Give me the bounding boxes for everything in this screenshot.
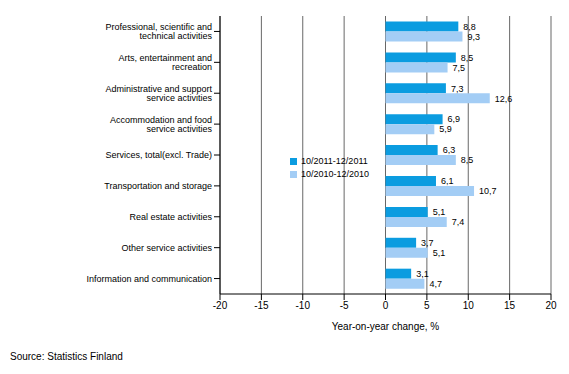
svg-text:-5: -5 [340,300,349,311]
svg-text:Arts, entertainment andrecreat: Arts, entertainment andrecreation [118,53,212,72]
svg-text:Information and communication: Information and communication [86,274,212,284]
svg-text:4,7: 4,7 [429,279,442,289]
svg-text:7,5: 7,5 [453,63,466,73]
svg-text:Year-on-year change, %: Year-on-year change, % [332,321,440,332]
svg-text:3,7: 3,7 [421,238,434,248]
svg-text:Services, total(excl. Trade): Services, total(excl. Trade) [105,150,212,160]
svg-text:6,1: 6,1 [441,176,454,186]
svg-text:15: 15 [504,300,516,311]
html-text:10/2010-12/2010: 10/2010-12/2010 [301,169,370,179]
svg-text:9,3: 9,3 [467,32,480,42]
svg-text:0: 0 [383,300,389,311]
svg-text:5,1: 5,1 [433,207,446,217]
svg-text:10,7: 10,7 [479,186,497,196]
svg-text:5,1: 5,1 [433,248,446,258]
svg-text:-20: -20 [213,300,228,311]
svg-text:Real estate activities: Real estate activities [129,212,212,222]
svg-text:20: 20 [545,300,557,311]
svg-text:8,5: 8,5 [461,53,474,63]
svg-text:12,6: 12,6 [495,94,513,104]
svg-text:-15: -15 [254,300,269,311]
svg-text:6,9: 6,9 [448,114,461,124]
svg-text:6,3: 6,3 [443,145,456,155]
svg-text:Accommodation and foodservice: Accommodation and foodservice activities [110,115,213,134]
svg-text:5: 5 [424,300,430,311]
svg-text:Other service activities: Other service activities [121,243,212,253]
svg-text:5,9: 5,9 [439,124,452,134]
svg-text:8,5: 8,5 [461,155,474,165]
svg-text:-10: -10 [296,300,311,311]
html-text:Source: Statistics Finland: Source: Statistics Finland [10,351,123,362]
svg-text:Administrative and supportserv: Administrative and supportservice activi… [105,84,212,103]
svg-text:3,1: 3,1 [416,269,429,279]
svg-text:8,8: 8,8 [463,22,476,32]
svg-text:Transportation and storage: Transportation and storage [104,181,212,191]
html-text:10/2011-12/2011: 10/2011-12/2011 [301,156,368,166]
svg-text:Professional, scientific andte: Professional, scientific andtechnical ac… [105,22,212,41]
svg-text:7,3: 7,3 [451,84,464,94]
svg-text:7,4: 7,4 [452,217,465,227]
svg-text:10: 10 [463,300,475,311]
